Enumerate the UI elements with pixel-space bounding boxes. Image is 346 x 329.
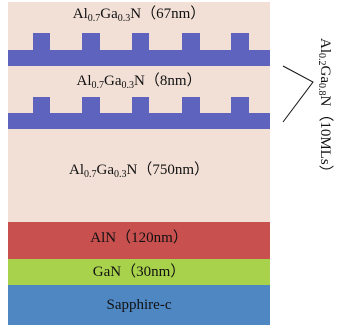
gan-layer	[8, 259, 270, 285]
aln-layer	[8, 222, 270, 259]
sapphire-label: Sapphire-c	[106, 297, 172, 313]
quantum-well-top	[8, 33, 270, 66]
gan-label: GaN（30nm）	[92, 264, 186, 280]
aln-label: AlN（120nm）	[90, 230, 188, 246]
thick-algan-label: Al0.7Ga0.3N（750nm）	[68, 162, 209, 180]
sapphire-layer	[8, 285, 270, 325]
quantum-well-bottom	[8, 97, 270, 129]
pointer-lines	[282, 65, 314, 123]
quantum-well-side-label: Al0.2Ga0.8N（10MLs）	[316, 38, 333, 180]
top-algan-label: Al0.7Ga0.3N（67nm）	[72, 6, 206, 24]
mid-algan-label: Al0.7Ga0.3N（8nm）	[76, 73, 202, 91]
